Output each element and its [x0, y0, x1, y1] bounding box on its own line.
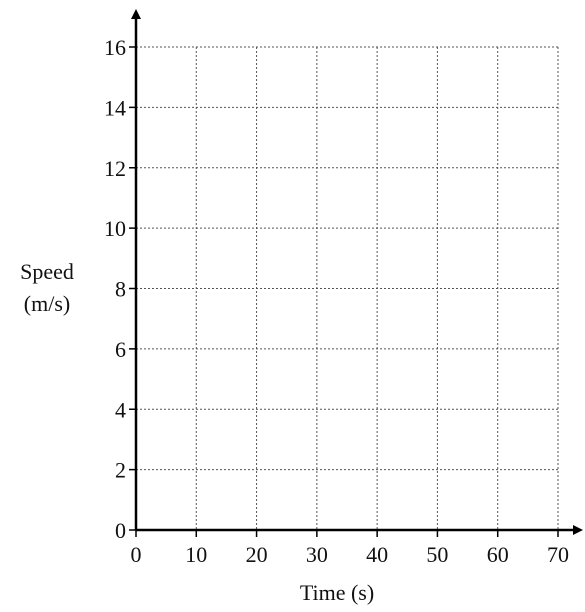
y-tick-label-8: 8 — [115, 277, 126, 302]
y-tick-label-6: 6 — [115, 337, 126, 362]
y-axis-label-line-1: Speed — [20, 259, 74, 284]
y-tick-label-12: 12 — [104, 156, 126, 181]
x-tick-label-20: 20 — [246, 542, 268, 567]
x-axis-label: Time (s) — [300, 580, 374, 605]
y-tick-label-14: 14 — [104, 95, 126, 120]
x-tick-label-40: 40 — [366, 542, 388, 567]
y-axis-label-line-2: (m/s) — [24, 291, 70, 316]
y-tick-label-16: 16 — [104, 35, 126, 60]
y-tick-label-4: 4 — [115, 397, 126, 422]
y-tick-label-2: 2 — [115, 458, 126, 483]
grid — [136, 46, 559, 530]
x-tick-label-30: 30 — [306, 542, 328, 567]
x-axis-ticks: 0 10 20 30 40 50 60 70 — [131, 530, 569, 567]
x-tick-label-10: 10 — [185, 542, 207, 567]
x-tick-label-60: 60 — [487, 542, 509, 567]
axes — [131, 9, 583, 535]
x-tick-label-0: 0 — [131, 542, 142, 567]
y-tick-label-10: 10 — [104, 216, 126, 241]
x-tick-label-70: 70 — [547, 542, 569, 567]
y-axis-ticks: 0 2 4 6 8 10 12 14 16 — [104, 35, 136, 543]
x-tick-label-50: 50 — [426, 542, 448, 567]
y-tick-label-0: 0 — [115, 518, 126, 543]
